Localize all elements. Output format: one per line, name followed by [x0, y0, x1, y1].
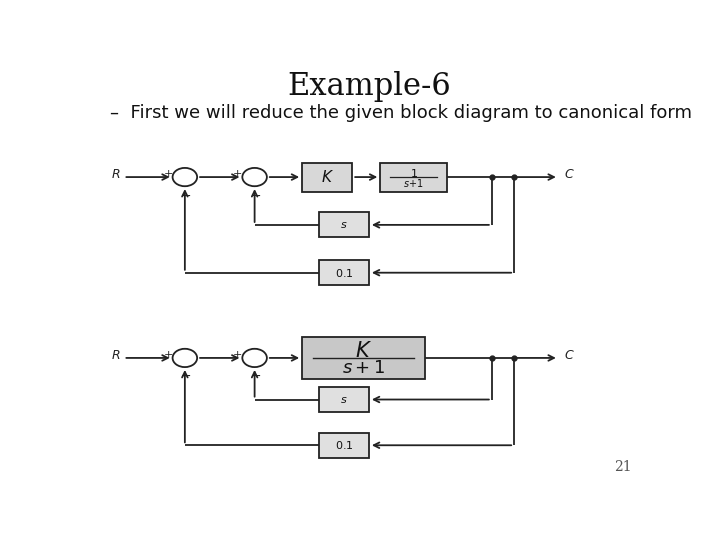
Bar — [319, 387, 369, 412]
Bar — [380, 163, 447, 192]
Text: −: − — [251, 190, 261, 202]
Text: −: − — [251, 370, 261, 383]
Text: $0.1$: $0.1$ — [335, 439, 354, 451]
Text: Example-6: Example-6 — [287, 71, 451, 102]
Text: +: + — [163, 168, 173, 179]
Text: $R$: $R$ — [111, 168, 121, 181]
Bar — [319, 212, 369, 238]
Text: $R$: $R$ — [111, 349, 121, 362]
Bar — [302, 163, 352, 192]
Text: −: − — [181, 370, 192, 383]
Text: 21: 21 — [613, 461, 631, 474]
Text: $s+1$: $s+1$ — [342, 359, 385, 377]
Text: +: + — [233, 349, 243, 360]
Text: +: + — [233, 168, 243, 179]
Text: $K$: $K$ — [355, 341, 372, 361]
Text: $C$: $C$ — [564, 349, 575, 362]
Text: –  First we will reduce the given block diagram to canonical form: – First we will reduce the given block d… — [109, 104, 691, 122]
Bar — [319, 433, 369, 458]
Text: $K$: $K$ — [320, 169, 333, 185]
Text: $s\!+\!1$: $s\!+\!1$ — [403, 178, 424, 190]
Text: $0.1$: $0.1$ — [335, 267, 354, 279]
Text: $s$: $s$ — [340, 395, 348, 404]
Text: $C$: $C$ — [564, 168, 575, 181]
Text: +: + — [163, 349, 173, 360]
Text: −: − — [181, 190, 192, 202]
Text: $1$: $1$ — [410, 167, 418, 179]
Bar — [319, 260, 369, 285]
Bar — [302, 337, 425, 379]
Text: $s$: $s$ — [340, 220, 348, 230]
